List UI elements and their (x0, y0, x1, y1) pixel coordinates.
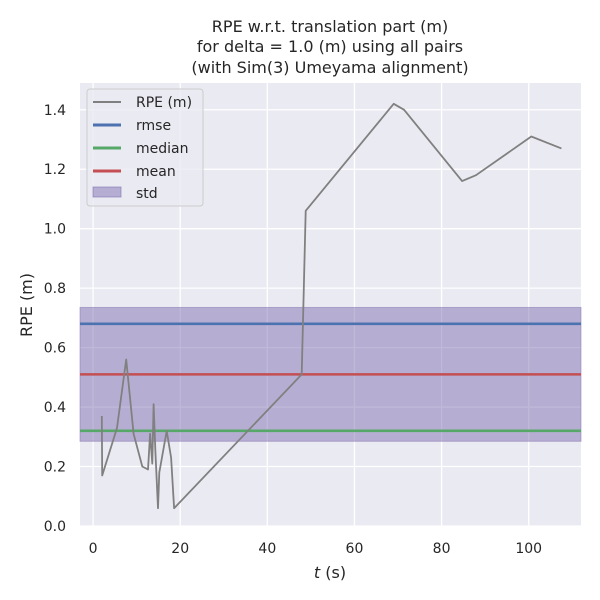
x-tick-label: 40 (258, 541, 276, 557)
chart-title-line-2: for delta = 1.0 (m) using all pairs (197, 37, 463, 56)
y-tick-label: 1.4 (44, 103, 66, 119)
y-tick-label: 0.6 (44, 341, 66, 357)
x-tick-label: 60 (346, 541, 364, 557)
y-tick-label: 0.8 (44, 281, 66, 297)
chart-title-line-3: (with Sim(3) Umeyama alignment) (191, 58, 468, 77)
x-tick-label: 100 (515, 541, 542, 557)
legend-label-rmse: rmse (136, 118, 171, 134)
y-tick-label: 0.0 (44, 519, 66, 535)
x-axis-label-var: t (314, 563, 321, 582)
legend-box (86, 88, 204, 207)
legend: RPE (m) rmse median mean std (86, 88, 204, 207)
chart-title: RPE w.r.t. translation part (m) for delt… (191, 17, 468, 77)
x-tick-label: 20 (171, 541, 189, 557)
series-line-rpe (100, 102, 562, 510)
y-tick-label: 1.0 (44, 222, 66, 238)
x-tick-label: 80 (433, 541, 451, 557)
y-tick-label: 0.2 (44, 460, 66, 476)
x-axis-label-unit: (s) (320, 563, 346, 582)
y-axis-label: RPE (m) (17, 273, 36, 337)
legend-label-std: std (136, 186, 158, 202)
stat-lines-layer (80, 322, 581, 433)
series-layer (100, 102, 562, 510)
legend-label-mean: mean (136, 164, 176, 180)
chart-title-line-1: RPE w.r.t. translation part (m) (212, 17, 448, 36)
legend-label-rpe: RPE (m) (136, 95, 192, 111)
x-tick-label: 0 (89, 541, 98, 557)
y-tick-label: 1.2 (44, 162, 66, 178)
legend-swatch-std (92, 186, 122, 198)
x-tick-labels: 0 20 40 60 80 100 (89, 541, 542, 557)
legend-label-median: median (136, 141, 188, 157)
x-axis-label: t (s) (314, 563, 346, 582)
y-tick-label: 0.4 (44, 400, 66, 416)
y-tick-labels: 0.0 0.2 0.4 0.6 0.8 1.0 1.2 1.4 (44, 103, 66, 535)
